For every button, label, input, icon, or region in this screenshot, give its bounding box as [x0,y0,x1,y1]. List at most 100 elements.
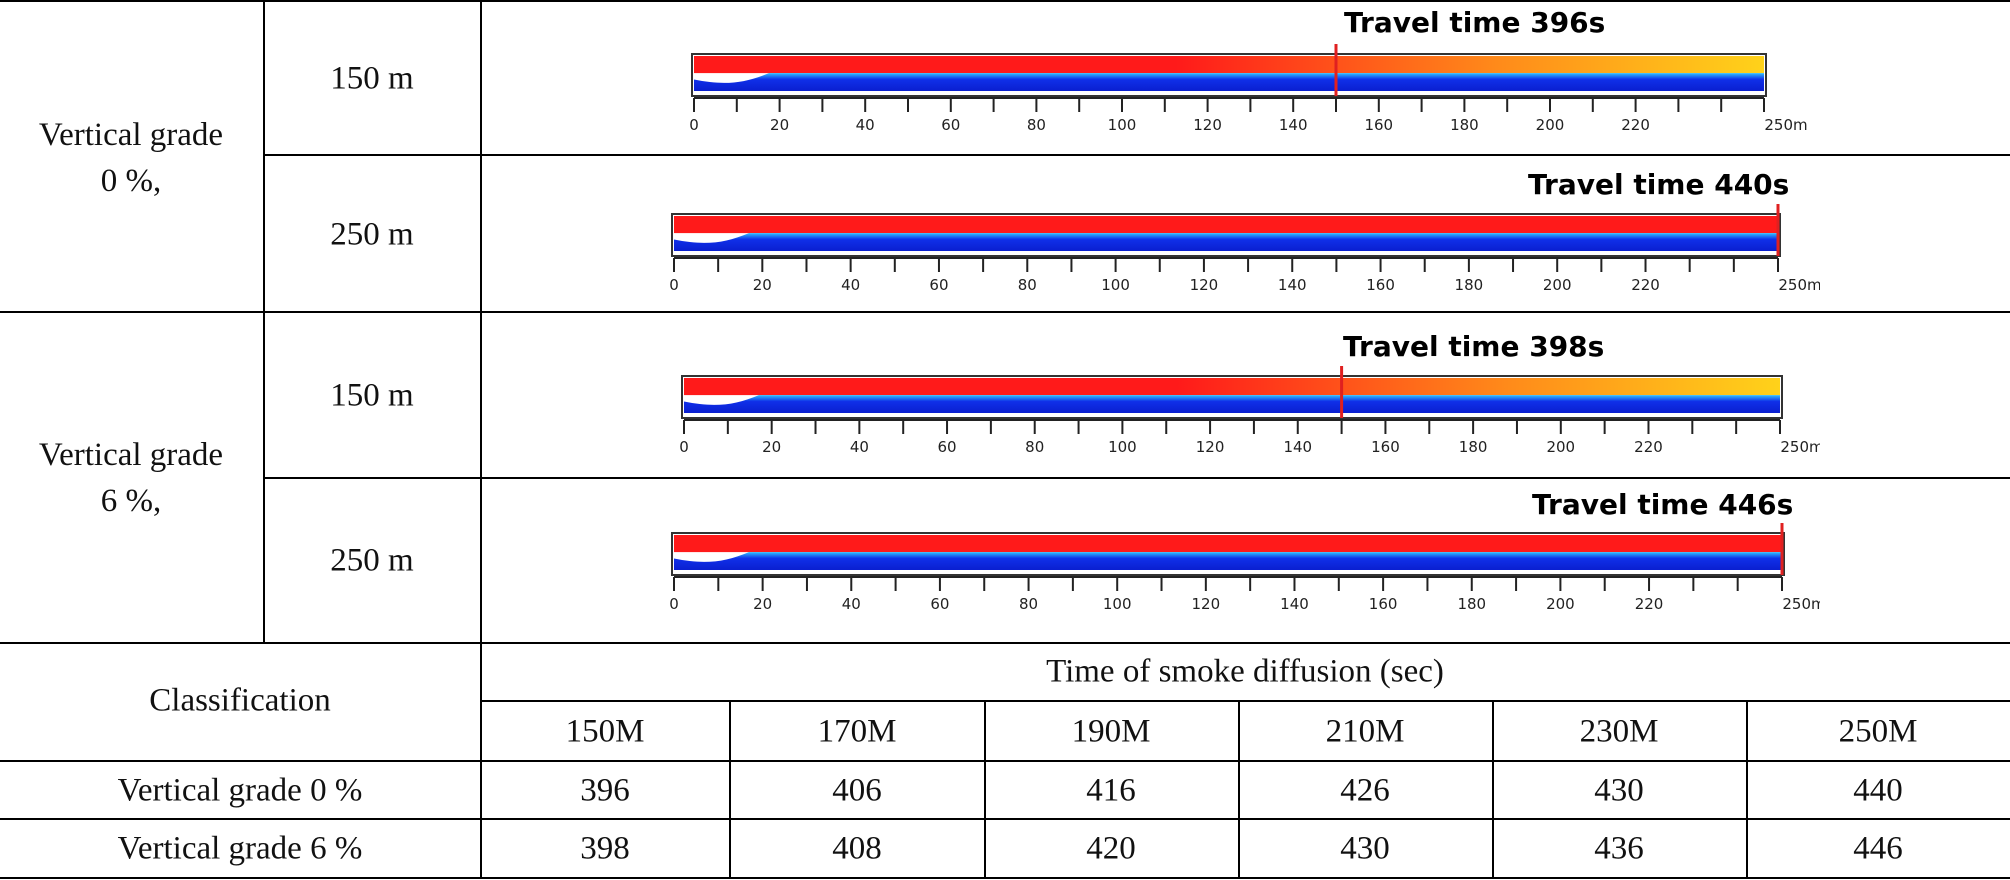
axis-tick-label: 160 [1366,276,1395,294]
table-cell: 436 [1594,830,1644,867]
length-label-row2: 250 m [330,216,414,253]
axis-tick-label: 250m [1780,438,1820,456]
axis-tick-label: 100 [1101,276,1130,294]
axis-tick-label: 200 [1546,595,1575,613]
table-cell: 406 [832,772,882,809]
simulation-panel-row1: 0 20 40 60 80 100 120 140 160 180 200 220 250m Trave… [690,0,1820,154]
axis-tick-label: 80 [1018,276,1037,294]
axis-tick-label: 180 [1455,276,1484,294]
border-row1-row2 [263,154,2010,156]
axis-tick-label: 220 [1631,276,1660,294]
axis-tick-label: 120 [1196,438,1225,456]
row-label-grade-6: Vertical grade 6 % [117,830,363,867]
axis-tick-label: 140 [1283,438,1312,456]
border-col1 [263,0,265,642]
border-c190 [984,700,986,878]
axis-tick-label: 220 [1621,116,1650,134]
axis-tick-label: 200 [1546,438,1575,456]
simulation-panel-row4: 0 20 40 60 80 100 120 140 160 180 200 220 250m Trave… [670,479,1820,642]
group-label-grade-0-line1: Vertical grade [38,117,224,153]
column-header-250M: 250M [1838,713,1918,750]
border-table-header [0,642,2010,644]
column-header-170M: 170M [817,713,897,750]
axis-tick-label: 180 [1450,116,1479,134]
panel-title-row3: Travel time 398s [1343,330,1605,363]
border-group-split [0,311,2010,313]
table-cell: 426 [1340,772,1390,809]
table-cell: 440 [1853,772,1903,809]
smoke-layer [684,378,1780,396]
axis-tick-label: 60 [930,595,949,613]
axis-tick-label: 20 [762,438,781,456]
axis-tick-label: 100 [1108,438,1137,456]
axis-tick-label: 140 [1278,276,1307,294]
axis-tick-label: 200 [1536,116,1565,134]
axis-tick-label: 200 [1543,276,1572,294]
axis-tick-label: 0 [690,116,699,134]
tunnel-floor [684,413,1780,416]
group-label-grade-6-line2: 6 %, [100,483,162,519]
panel-title-row2: Travel time 440s [1528,168,1790,201]
clear-air-layer [674,233,1778,251]
smoke-layer [674,216,1778,234]
smoke-diffusion-header: Time of smoke diffusion (sec) [1046,653,1444,690]
axis-tick-label: 80 [1027,116,1046,134]
axis-tick-label: 120 [1193,116,1222,134]
axis-tick-label: 60 [941,116,960,134]
axis-tick-label: 60 [937,438,956,456]
axis-tick-label: 250m [1778,276,1820,294]
panel-title-row1: Travel time 396s [1344,6,1606,39]
axis-tick-label: 0 [670,595,679,613]
column-header-150M: 150M [565,713,645,750]
table-cell: 408 [832,830,882,867]
clear-air-layer [674,552,1782,570]
border-header-body [0,760,2010,762]
tunnel-smoke-plot: 0 20 40 60 80 100 120 140 160 180 200 220 250m [670,523,1820,613]
classification-header: Classification [149,682,331,719]
axis-tick-label: 80 [1019,595,1038,613]
length-label-row4: 250 m [330,542,414,579]
column-header-230M: 230M [1579,713,1659,750]
table-cell: 430 [1594,772,1644,809]
axis-tick-label: 120 [1192,595,1221,613]
table-cell: 430 [1340,830,1390,867]
axis-tick-label: 80 [1025,438,1044,456]
axis-tick-label: 160 [1369,595,1398,613]
simulation-panel-row3: 0 20 40 60 80 100 120 140 160 180 200 220 250m Trave… [680,313,1820,477]
smoke-layer [694,56,1764,74]
group-label-grade-0-line2: 0 %, [100,163,162,199]
axis-tick-label: 60 [929,276,948,294]
tunnel-floor [694,91,1764,94]
table-cell: 396 [580,772,630,809]
length-label-row1: 150 m [330,60,414,97]
table-cell: 446 [1853,830,1903,867]
axis-tick-label: 250m [1764,116,1807,134]
axis-tick-label: 140 [1279,116,1308,134]
axis-tick-label: 220 [1635,595,1664,613]
border-c210 [1238,700,1240,878]
group-label-grade-0: Vertical grade 0 %, [39,112,223,204]
length-label-row3: 150 m [330,377,414,414]
axis-tick-label: 220 [1634,438,1663,456]
axis-tick-label: 40 [856,116,875,134]
border-subheader [481,700,2010,702]
axis-tick-label: 180 [1457,595,1486,613]
axis-tick-label: 40 [842,595,861,613]
clear-air-layer [684,395,1780,413]
axis-tick-label: 20 [753,276,772,294]
axis-tick-label: 140 [1280,595,1309,613]
axis-tick-label: 40 [850,438,869,456]
axis-tick-label: 0 [680,438,689,456]
axis-tick-label: 120 [1190,276,1219,294]
border-c230 [1492,700,1494,878]
border-row3-row4 [263,477,2010,479]
tunnel-smoke-plot: 0 20 40 60 80 100 120 140 160 180 200 220 250m [690,44,1808,134]
tunnel-floor [674,570,1782,573]
axis-tick-label: 100 [1108,116,1137,134]
axis-tick-label: 20 [753,595,772,613]
tunnel-smoke-plot: 0 20 40 60 80 100 120 140 160 180 200 220 250m [680,366,1820,456]
axis-tick-label: 40 [841,276,860,294]
column-header-210M: 210M [1325,713,1405,750]
border-c170 [729,700,731,878]
